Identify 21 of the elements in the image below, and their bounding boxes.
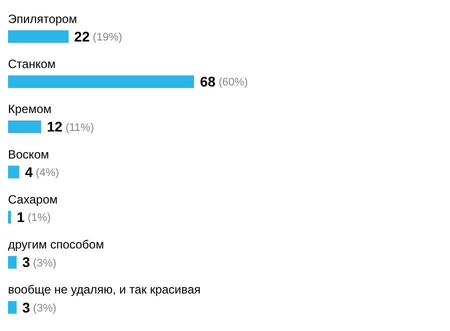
y-tick-label: Сахаром [8,192,58,206]
data-label: 3 (3%) [22,254,56,270]
y-tick-label: Станком [8,57,56,72]
data-label: 4 (4%) [24,164,60,180]
bar [8,256,17,269]
data-label: 12 (11%) [46,118,94,135]
data-label: 3 (3%) [22,299,56,316]
y-tick-label: другим способом [8,238,104,252]
bar [8,75,194,88]
bar [8,30,69,43]
bar [8,210,12,224]
data-label: 1 (1%) [16,209,51,225]
y-tick-label: Воском [8,147,49,162]
bar [8,301,17,314]
bar [8,166,20,178]
y-tick-label: Кремом [8,102,52,116]
data-label: 68 (60%) [200,74,248,90]
y-tick-label: вообще не удаляю, и так красивая [8,282,201,297]
data-label: 22 (19%) [74,28,122,44]
bar [8,120,42,134]
y-tick-label: Эпилятором [8,12,77,26]
